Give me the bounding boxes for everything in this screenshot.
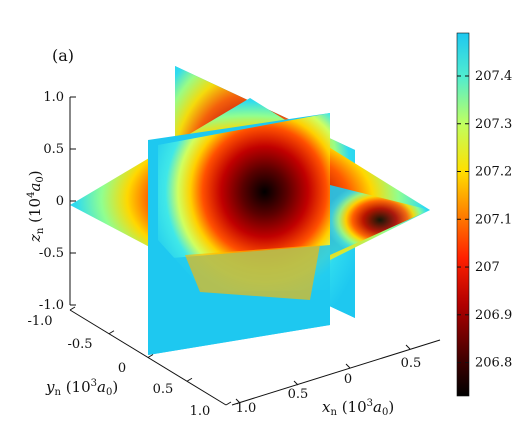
x-tick-label: 0.5: [288, 387, 309, 402]
x-tick-label: 0: [344, 372, 352, 387]
colorbar-tick-label: 207.3: [475, 117, 512, 132]
x-tick-label: 0.5: [401, 356, 422, 371]
y-axis-label: yn (103a0): [45, 378, 118, 398]
y-tick-label: -0.5: [67, 337, 92, 352]
z-tick-label: -1.0: [39, 298, 64, 313]
y-tick-mark: [69, 306, 76, 311]
y-tick-mark: [186, 377, 193, 382]
y-tick-label: 0: [118, 361, 126, 376]
x-axis-label: xn (103a0): [322, 398, 394, 418]
x-tick-mark: [405, 344, 411, 350]
plane-front-lower-warm: [185, 245, 320, 300]
z-axis-label: zn (104a0): [26, 170, 46, 243]
z-tick-label: 0.5: [43, 142, 64, 157]
colorbar-tick-label: 207.1: [475, 212, 512, 227]
y-tick-mark: [108, 330, 115, 335]
z-tick-label: 0: [56, 194, 64, 209]
colorbar-ticks: 206.8 206.9 207 207.1 207.2 207.3 207.4: [457, 69, 512, 371]
z-tick-label: -0.5: [39, 246, 64, 261]
x-tick-mark: [345, 363, 351, 369]
y-tick-mark: [147, 354, 154, 358]
z-tick-label: 1.0: [43, 90, 64, 105]
x-axis-line: [231, 339, 441, 406]
colorbar-tick-label: 206.8: [475, 356, 512, 371]
colorbar-tick-label: 207: [475, 260, 500, 275]
y-tick-label: -1.0: [27, 314, 52, 329]
x-tick-mark: [293, 380, 299, 386]
x-tick-label: 1.0: [236, 401, 257, 416]
y-tick-label: 0.5: [153, 382, 174, 397]
colorbar-tick-label: 207.2: [475, 165, 512, 180]
x-tick-mark: [235, 398, 241, 404]
y-ticks: -1.0 -0.5 0 0.5 1.0: [27, 306, 232, 419]
panel-label: (a): [52, 46, 74, 65]
x-ticks: 0 0.5 0.5 1.0: [235, 344, 422, 416]
plane-right-wedge: [330, 185, 430, 255]
plane-front-core: [158, 113, 330, 292]
colorbar: [456, 32, 470, 397]
y-tick-mark: [225, 401, 232, 406]
z-ticks: 1.0 0.5 0 -0.5 -1.0: [39, 90, 76, 313]
colorbar-tick-label: 207.4: [475, 69, 512, 84]
colorbar-tick-label: 206.9: [475, 308, 512, 323]
y-tick-label: 1.0: [190, 404, 211, 419]
